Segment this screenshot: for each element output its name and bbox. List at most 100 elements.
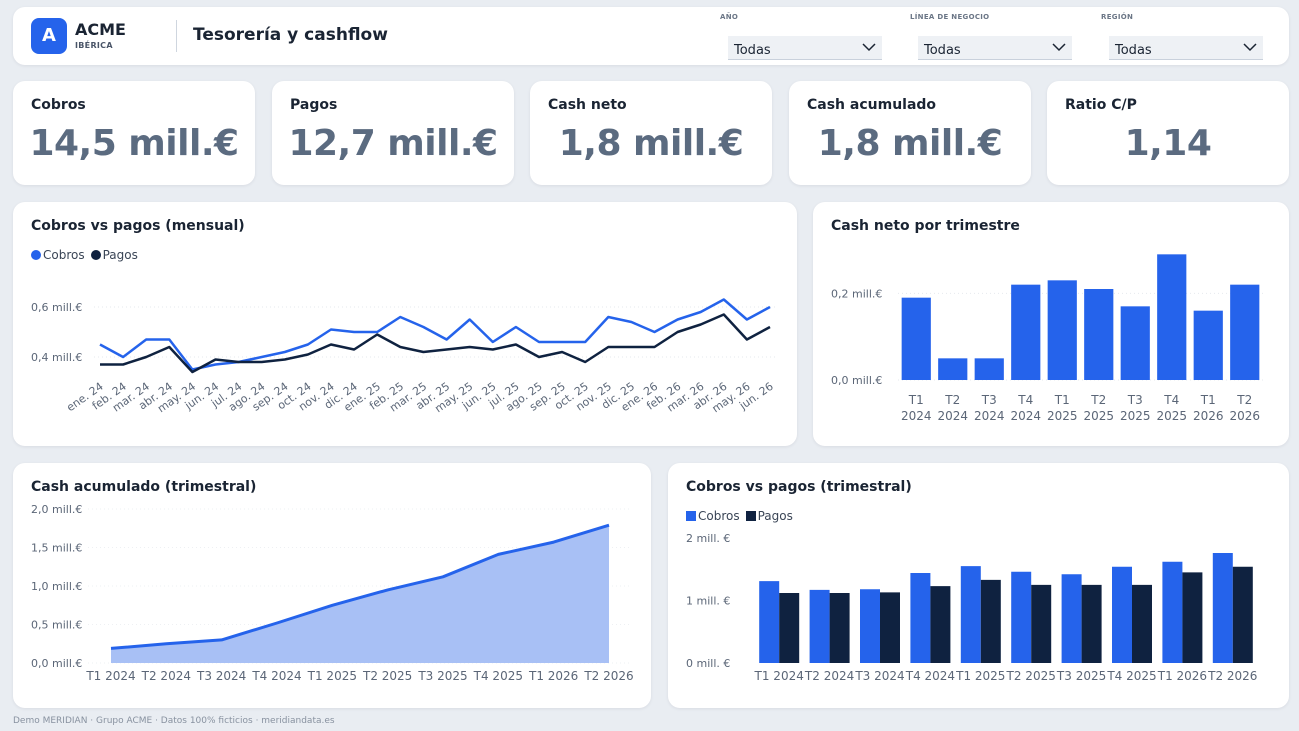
bar-pagos [1081,584,1102,663]
x-tick-label: T2 2024 [804,669,854,683]
filter-region-select[interactable]: Todas [1109,36,1263,60]
bar-cobros [759,581,780,663]
x-tick-label: 2026 [1193,409,1224,423]
legend-item-pagos[interactable]: Pagos [745,509,793,523]
header-bar: A ACME IBÉRICA Tesorería y cashflow AÑO … [13,7,1289,65]
x-tick-label: T1 2024 [85,669,135,683]
kpi-card-pagos: Pagos 12,7 mill.€ [272,81,514,185]
x-tick-label: 2024 [974,409,1005,423]
x-tick-label: T4 2024 [251,669,301,683]
filter-business-label: LÍNEA DE NEGOCIO [910,13,990,21]
x-tick-label: T4 [1163,393,1179,407]
chevron-down-icon [862,43,876,52]
bar-cobros [1212,553,1233,663]
kpi-label: Cash neto [548,97,627,113]
panel-title: Cash neto por trimestre [831,218,1020,234]
x-tick-label: T4 [1017,393,1033,407]
panel-cumulative-area: Cash acumulado (trimestral) 0,0 mill.€ 0,… [13,463,651,708]
filter-year-value: Todas [734,43,771,58]
acme-logo: A [31,18,67,54]
y-tick-label: 2 mill. € [686,532,730,545]
y-tick-label: 1,5 mill.€ [31,542,82,555]
bar [901,297,931,380]
bar-cobros [1112,566,1132,663]
legend-item-pagos[interactable]: Pagos [90,248,138,262]
area-fill [111,525,609,663]
y-tick-label: 2,0 mill.€ [31,503,82,516]
kpi-card-ratio-cp: Ratio C/P 1,14 [1047,81,1289,185]
filter-year-select[interactable]: Todas [728,36,882,60]
series-line-cobros [99,298,771,371]
bar-pagos [1132,584,1152,663]
x-tick-label: T3 2024 [854,669,904,683]
filter-year-label: AÑO [720,13,739,21]
x-tick-label: 2025 [1047,409,1078,423]
x-tick-label: T2 [1090,393,1106,407]
x-tick-label: T1 2025 [307,669,357,683]
bar [1084,289,1114,380]
footer-note: Demo MERIDIAN · Grupo ACME · Datos 100% … [13,716,335,726]
x-tick-label: T4 2024 [905,669,955,683]
y-tick-label: 1,0 mill.€ [31,580,82,593]
kpi-label: Pagos [290,97,338,113]
x-tick-label: T1 [1054,393,1070,407]
x-tick-label: 2024 [937,409,968,423]
kpi-card-cash-acumulado: Cash acumulado 1,8 mill.€ [789,81,1031,185]
x-tick-label: T3 2025 [1056,669,1106,683]
filter-business-value: Todas [924,43,961,58]
x-tick-label: 2025 [1156,409,1187,423]
y-tick-label: 0,0 mill.€ [31,657,82,670]
bar [1230,284,1260,380]
x-tick-label: T2 2025 [1006,669,1056,683]
y-tick-label: 1 mill. € [686,595,730,608]
bar-pagos [779,593,800,663]
y-tick-label: 0,2 mill.€ [831,287,882,300]
x-tick-label: T2 2026 [583,669,633,683]
bar [1011,284,1041,380]
x-tick-label: T1 [1200,393,1216,407]
bar-cobros [960,566,981,663]
bar [974,358,1004,380]
bar [1193,310,1223,380]
y-tick-label: 0,5 mill.€ [31,619,82,632]
x-tick-label: 2025 [1083,409,1114,423]
x-tick-label: 2024 [901,409,932,423]
panel-cobros-pagos-quarter: Cobros vs pagos (trimestral) Cobros Pago… [668,463,1289,708]
kpi-value: 1,8 mill.€ [558,123,744,164]
kpi-label: Cobros [31,97,86,113]
x-tick-label: T2 [944,393,960,407]
bar-cobros [910,573,931,663]
bar-pagos [1182,572,1203,663]
x-tick-label: T1 2026 [1157,669,1207,683]
panel-title: Cash acumulado (trimestral) [31,479,257,495]
x-tick-label: T2 2025 [362,669,412,683]
kpi-value: 1,14 [1124,123,1212,164]
filter-business-select[interactable]: Todas [918,36,1072,60]
bar-cobros [1162,561,1183,663]
chevron-down-icon [1243,43,1257,52]
bar-pagos [1232,566,1253,663]
chart-legend: Cobros Pagos [686,509,793,523]
x-tick-label: T3 2025 [417,669,467,683]
legend-item-cobros[interactable]: Cobros [686,509,740,523]
x-tick-label: T2 [1236,393,1252,407]
panel-monthly-line: Cobros vs pagos (mensual) Cobros Pagos 0… [13,202,797,446]
x-tick-label: 2024 [1010,409,1041,423]
panel-net-quarter: Cash neto por trimestre 0,0 mill.€ 0,2 mi… [813,202,1289,446]
bar-cobros [1011,571,1032,663]
bar [1120,306,1150,380]
x-tick-label: T1 2024 [754,669,804,683]
cumulative-area-chart: 0,0 mill.€ 0,5 mill.€ 1,0 mill.€ 1,5 mill.€… [31,503,634,683]
x-tick-label: T3 2024 [196,669,246,683]
kpi-card-cash-neto: Cash neto 1,8 mill.€ [530,81,772,185]
bar [938,358,968,380]
chevron-down-icon [1052,43,1066,52]
cobros-pagos-quarter-bar-chart: 0 mill. €1 mill. €2 mill. €T1 2024 T2 202… [686,532,1257,683]
kpi-label: Cash acumulado [807,97,937,113]
x-tick-label: T2 2024 [141,669,191,683]
x-tick-label: 2026 [1229,409,1260,423]
kpi-value: 14,5 mill.€ [29,123,239,164]
y-tick-label: 0,6 mill.€ [31,301,82,314]
legend-item-cobros[interactable]: Cobros [31,248,85,262]
